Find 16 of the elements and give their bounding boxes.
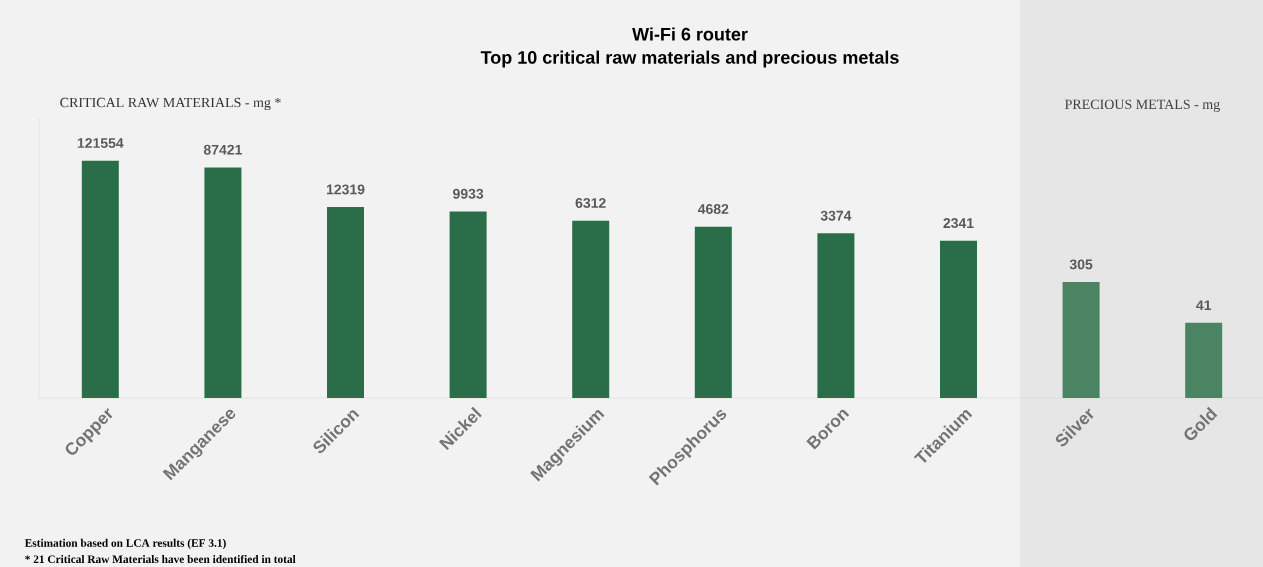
data-label: 41 [1196, 300, 1212, 311]
chart-title: Wi-Fi 6 router [632, 27, 748, 41]
data-label: 9933 [453, 188, 484, 199]
band-label: PRECIOUS METALS - mg [1064, 99, 1220, 112]
text: * 21 Critical Raw Materials have been identified in total [25, 554, 296, 564]
data-label: 3374 [820, 210, 852, 221]
data-label: 12319 [326, 184, 365, 195]
chart-subtitle: Top 10 critical raw materials and precious metals [480, 50, 899, 68]
data-label: 6312 [575, 198, 606, 208]
text: Estimation based on LCA results (EF 3.1) [24, 538, 226, 550]
data-label: 305 [1069, 259, 1093, 270]
data-label: 121554 [77, 138, 124, 148]
y-axis-title: CRITICAL RAW MATERIALS - mg * [60, 97, 281, 111]
data-label: 2341 [943, 218, 974, 229]
data-label: 87421 [203, 144, 242, 155]
data-label: 4682 [697, 204, 729, 214]
